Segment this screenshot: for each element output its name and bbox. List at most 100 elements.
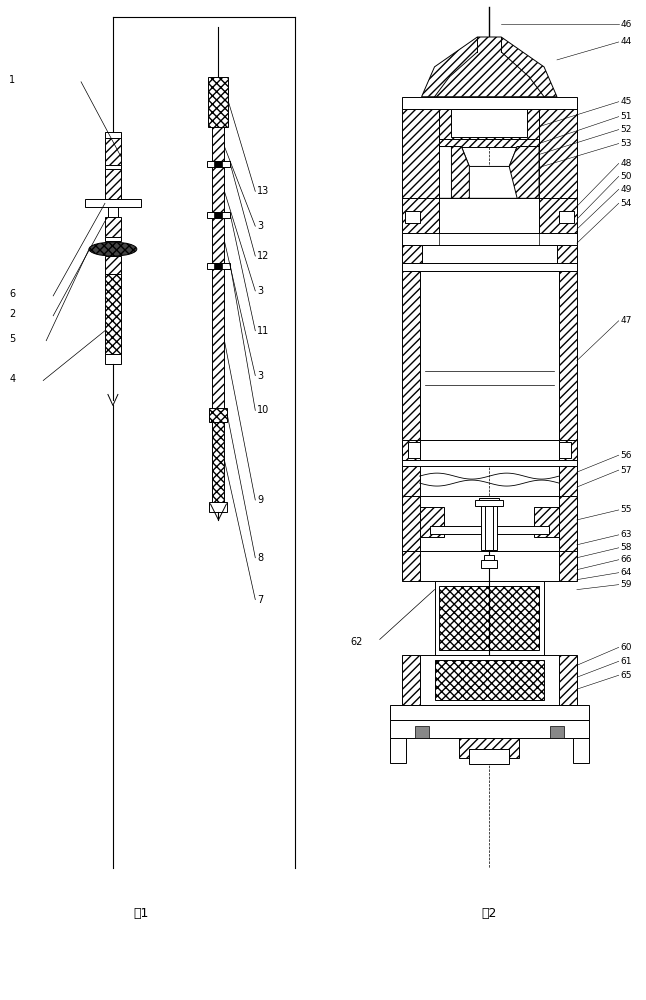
Text: 62: 62 [350, 637, 362, 647]
Text: 3: 3 [257, 286, 264, 296]
Text: 44: 44 [621, 37, 632, 46]
Text: 55: 55 [621, 505, 632, 514]
Text: 59: 59 [621, 580, 632, 589]
Text: 5: 5 [9, 334, 16, 344]
Text: 56: 56 [621, 451, 632, 460]
Bar [207, 161, 231, 167]
Bar [209, 502, 227, 512]
Bar [481, 500, 497, 550]
Bar [420, 440, 559, 460]
Bar [559, 551, 577, 581]
Bar [573, 738, 589, 763]
Bar [470, 749, 509, 764]
Bar [213, 167, 224, 212]
Bar [402, 97, 577, 109]
Text: 11: 11 [257, 326, 269, 336]
Bar [420, 655, 559, 705]
Text: 7: 7 [257, 595, 264, 605]
Bar [559, 211, 574, 223]
Bar [105, 138, 121, 165]
Bar [402, 440, 420, 460]
Polygon shape [439, 147, 539, 198]
Bar [105, 217, 121, 237]
Bar [439, 109, 539, 139]
Text: 50: 50 [621, 172, 632, 181]
Bar [85, 199, 141, 207]
Text: 64: 64 [621, 568, 632, 577]
Bar [214, 212, 222, 218]
Bar [439, 139, 539, 147]
Bar [539, 109, 577, 198]
Bar [402, 263, 577, 271]
Bar [559, 271, 577, 440]
Text: 48: 48 [621, 159, 632, 168]
Bar [207, 212, 231, 218]
Bar [402, 233, 577, 245]
Bar [105, 169, 121, 199]
Bar [559, 466, 577, 496]
Bar [479, 498, 499, 506]
Text: 54: 54 [621, 199, 632, 208]
Bar [390, 705, 589, 720]
Bar [420, 507, 444, 537]
Polygon shape [439, 147, 470, 198]
Text: 60: 60 [621, 643, 632, 652]
Bar [207, 263, 231, 269]
Bar [105, 237, 121, 241]
Text: 58: 58 [621, 543, 632, 552]
Text: 61: 61 [621, 657, 632, 666]
Bar [559, 496, 577, 551]
Text: 图1: 图1 [133, 907, 149, 920]
Polygon shape [422, 37, 557, 97]
Text: 63: 63 [621, 530, 632, 539]
Text: 57: 57 [621, 466, 632, 475]
Bar [439, 586, 539, 650]
Bar [415, 726, 428, 738]
Bar [459, 738, 519, 758]
Bar [105, 354, 121, 364]
Bar [214, 161, 222, 167]
Text: 3: 3 [257, 221, 264, 231]
Bar [402, 655, 420, 705]
Bar [214, 263, 222, 269]
Bar [557, 245, 577, 263]
Ellipse shape [89, 242, 137, 256]
Bar [539, 198, 577, 233]
Bar [213, 422, 224, 502]
Bar [390, 720, 589, 738]
Bar [435, 660, 544, 700]
Text: 66: 66 [621, 555, 632, 564]
Bar [402, 551, 420, 581]
Bar [404, 211, 420, 223]
Bar [402, 271, 420, 440]
Bar [408, 442, 420, 458]
Bar [452, 109, 527, 137]
Bar [485, 500, 494, 550]
Text: 图2: 图2 [482, 907, 497, 920]
Text: 1: 1 [9, 75, 16, 85]
Polygon shape [509, 147, 539, 198]
Bar [439, 198, 539, 208]
Bar [430, 526, 549, 534]
Text: 45: 45 [621, 97, 632, 106]
Bar [484, 555, 494, 567]
Text: 8: 8 [257, 553, 264, 563]
Text: 13: 13 [257, 186, 269, 196]
Text: 52: 52 [621, 125, 632, 134]
Text: 53: 53 [621, 139, 632, 148]
Bar [108, 207, 118, 217]
Bar [559, 442, 571, 458]
Text: 65: 65 [621, 671, 632, 680]
Bar [402, 466, 420, 496]
Bar [213, 127, 224, 161]
Bar [105, 132, 121, 138]
Bar [105, 256, 121, 274]
Text: 51: 51 [621, 112, 632, 121]
Bar [105, 165, 121, 169]
Text: 49: 49 [621, 185, 632, 194]
Bar [559, 655, 577, 705]
Text: 3: 3 [257, 371, 264, 381]
Bar [420, 551, 559, 581]
Bar [390, 738, 406, 763]
Bar [402, 198, 439, 233]
